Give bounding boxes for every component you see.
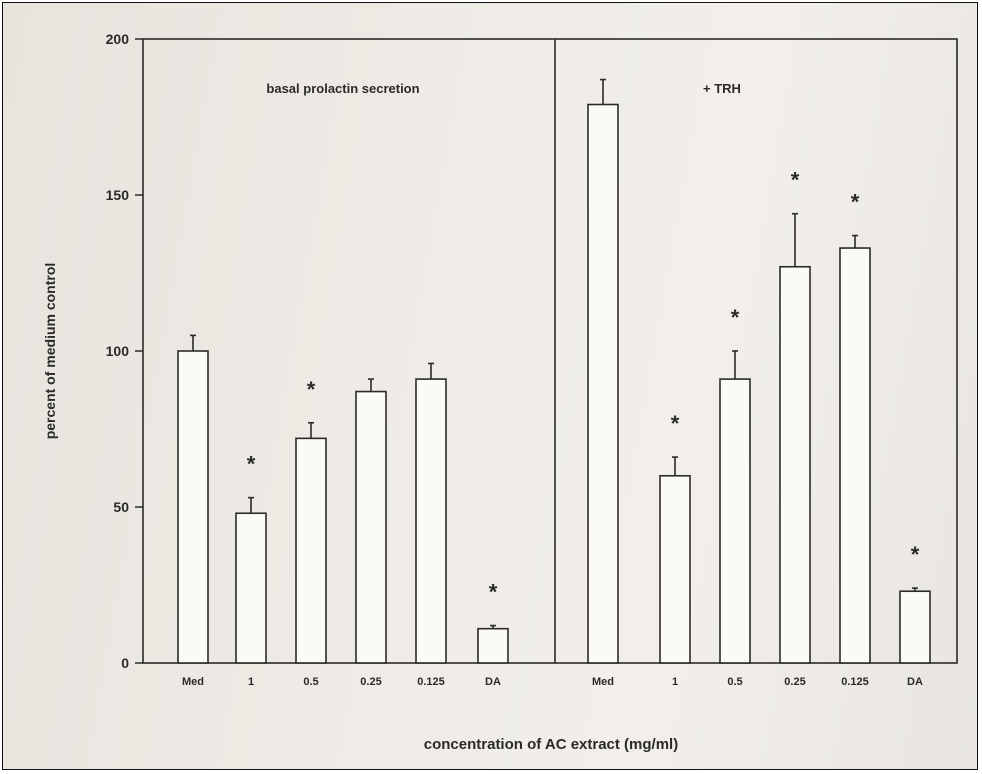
bar [779, 265, 811, 664]
bar [355, 390, 387, 664]
x-tick-label: 0.125 [417, 676, 445, 688]
significance-marker: * [911, 542, 920, 567]
bar [719, 378, 751, 664]
significance-marker: * [489, 580, 498, 605]
bar [415, 378, 447, 664]
x-tick-label: 0.25 [784, 676, 805, 688]
x-tick-label: Med [592, 676, 614, 688]
x-tick-label: 1 [248, 676, 254, 688]
x-tick-label: Med [182, 676, 204, 688]
x-tick-label: 1 [672, 676, 678, 688]
chart-panel: + TRH Med * 1 * 0.5 * 0.25 * 0.125 * DA [587, 78, 931, 688]
y-axis-label: percent of medium control [42, 263, 58, 440]
significance-marker: * [307, 377, 316, 402]
x-tick-label: 0.5 [727, 676, 742, 688]
significance-marker: * [791, 168, 800, 193]
bar [295, 437, 327, 664]
x-tick-label: 0.125 [841, 676, 869, 688]
significance-marker: * [851, 190, 860, 215]
y-tick-label: 50 [113, 499, 129, 515]
significance-marker: * [731, 305, 740, 330]
y-tick-label: 0 [121, 655, 129, 671]
bar [839, 247, 871, 664]
y-axis: 0 50 100 150 200 [106, 31, 143, 671]
bar [235, 512, 267, 664]
x-axis-label: concentration of AC extract (mg/ml) [424, 736, 678, 753]
bar-chart: 0 50 100 150 200 basal prolactin secretion Me… [42, 31, 958, 753]
significance-marker: * [247, 452, 256, 477]
bar [477, 627, 509, 664]
x-tick-label: 0.5 [303, 676, 318, 688]
x-tick-label: DA [485, 676, 501, 688]
panel-title: basal prolactin secretion [266, 81, 419, 96]
y-tick-label: 150 [106, 187, 130, 203]
panel-title: + TRH [703, 81, 741, 96]
y-tick-label: 100 [106, 343, 130, 359]
bar [587, 103, 619, 664]
y-tick-label: 200 [106, 31, 130, 47]
x-tick-label: 0.25 [360, 676, 381, 688]
chart-panels: basal prolactin secretion Med * 1 * 0.5 0.25 0.… [177, 78, 931, 688]
chart-panel: basal prolactin secretion Med * 1 * 0.5 0.25 0.… [177, 81, 509, 688]
significance-marker: * [671, 411, 680, 436]
bar [177, 350, 209, 664]
bar [899, 590, 931, 664]
x-tick-label: DA [907, 676, 923, 688]
bar [659, 474, 691, 664]
